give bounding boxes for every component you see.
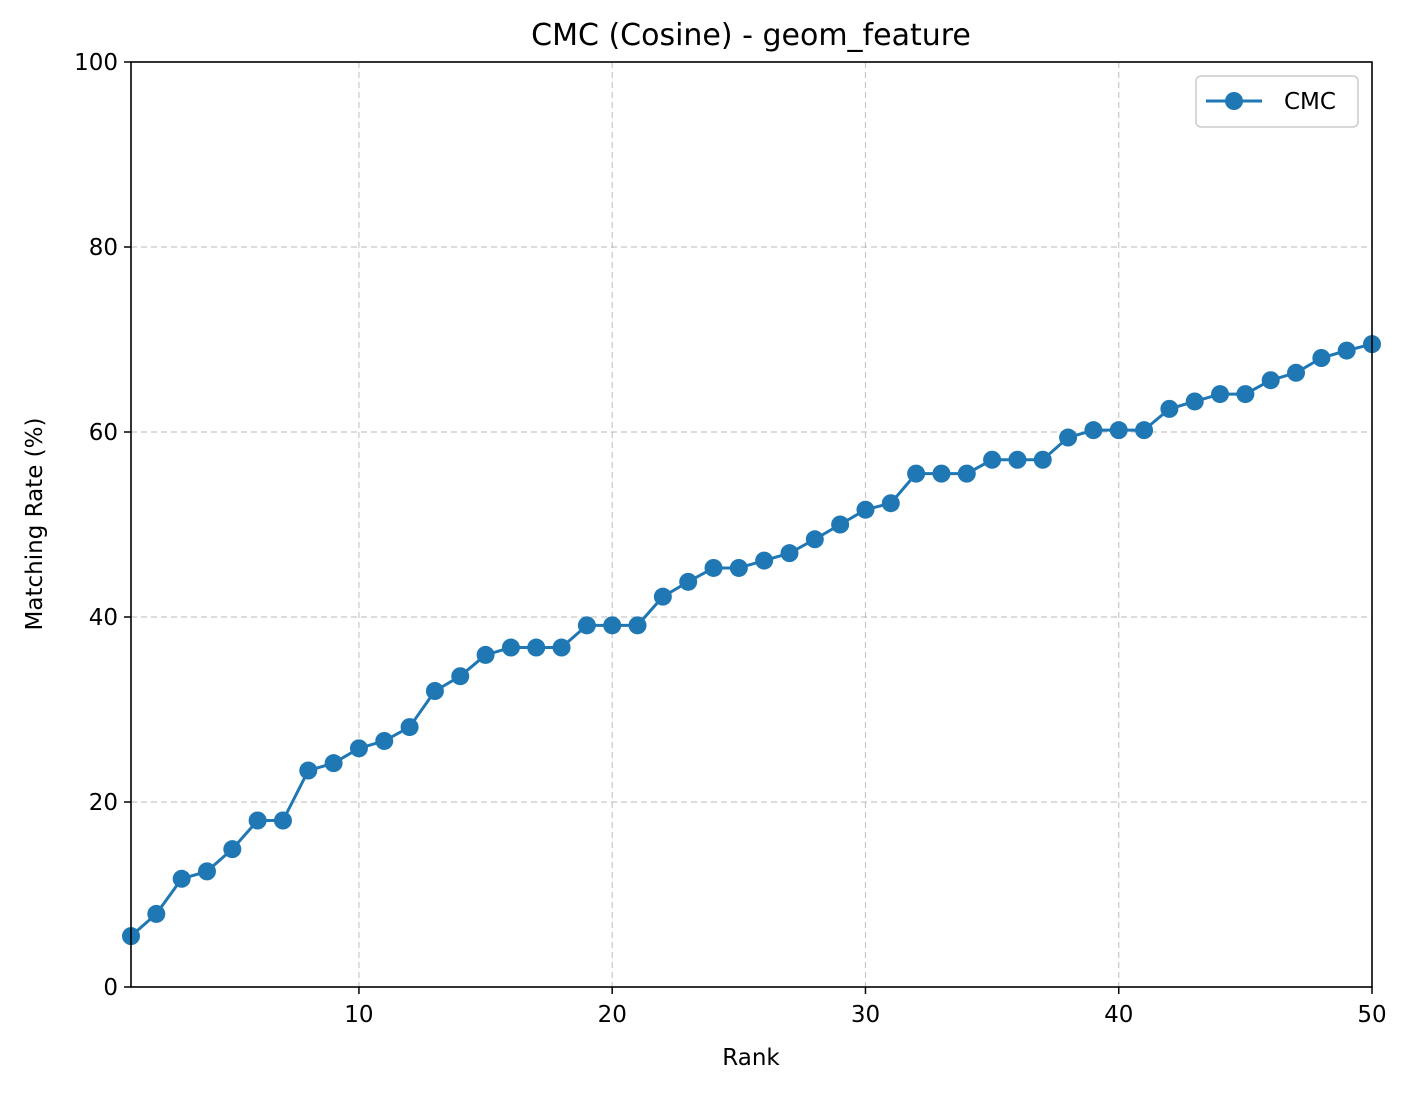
data-point bbox=[932, 464, 951, 483]
data-point bbox=[1059, 428, 1078, 447]
data-point bbox=[1033, 450, 1052, 469]
axis-ticks: 10 20 30 40 50 0 20 40 60 80 100 bbox=[74, 50, 1387, 1028]
data-point bbox=[1312, 349, 1331, 367]
data-point bbox=[273, 811, 292, 830]
data-point bbox=[628, 616, 647, 635]
data-point bbox=[729, 558, 748, 577]
data-point bbox=[1185, 392, 1204, 411]
data-point bbox=[476, 645, 495, 664]
data-point bbox=[324, 754, 343, 773]
x-tick-label: 40 bbox=[1104, 1002, 1133, 1028]
data-point bbox=[248, 811, 267, 830]
legend-marker-swatch bbox=[1225, 92, 1243, 110]
y-tick-label: 20 bbox=[89, 790, 118, 816]
data-point bbox=[223, 840, 242, 859]
data-point bbox=[1287, 363, 1306, 382]
data-point bbox=[704, 558, 723, 577]
data-point bbox=[805, 530, 824, 549]
y-tick-label: 40 bbox=[89, 605, 118, 631]
x-tick-label: 10 bbox=[344, 1002, 373, 1028]
data-point bbox=[831, 515, 850, 534]
data-point bbox=[679, 572, 698, 591]
x-axis-label: Rank bbox=[722, 1045, 780, 1071]
data-point bbox=[1008, 450, 1027, 469]
data-point bbox=[1211, 385, 1230, 404]
data-point bbox=[983, 450, 1002, 469]
data-point bbox=[881, 494, 900, 513]
data-point bbox=[197, 862, 216, 881]
data-point bbox=[400, 718, 419, 737]
legend: CMC bbox=[1195, 75, 1359, 128]
plot-frame bbox=[130, 61, 1373, 988]
x-tick-label: 20 bbox=[598, 1002, 627, 1028]
data-point bbox=[1236, 385, 1255, 404]
data-point bbox=[375, 731, 394, 750]
data-point bbox=[527, 638, 546, 657]
data-point bbox=[1109, 421, 1128, 440]
x-tick-label: 30 bbox=[851, 1002, 880, 1028]
y-axis-label: Matching Rate (%) bbox=[22, 418, 48, 631]
y-tick-label: 60 bbox=[89, 420, 118, 446]
legend-entry-cmc: CMC bbox=[1284, 89, 1336, 115]
data-point bbox=[755, 551, 774, 570]
grid-lines bbox=[131, 62, 1372, 987]
data-point bbox=[907, 464, 926, 483]
data-point bbox=[603, 616, 622, 635]
data-point bbox=[552, 638, 571, 657]
data-point bbox=[1135, 421, 1154, 440]
chart-title: CMC (Cosine) - geom_feature bbox=[531, 18, 971, 53]
data-point bbox=[957, 464, 976, 483]
data-point bbox=[1337, 341, 1356, 360]
data-point bbox=[425, 682, 444, 700]
series-layer bbox=[122, 335, 1381, 946]
data-point bbox=[856, 500, 875, 519]
data-point bbox=[1084, 421, 1103, 440]
x-tick-label: 50 bbox=[1357, 1002, 1386, 1028]
data-point bbox=[653, 587, 672, 606]
data-point bbox=[501, 638, 520, 657]
y-tick-label: 0 bbox=[103, 975, 118, 1001]
y-tick-label: 100 bbox=[74, 50, 118, 76]
data-point bbox=[780, 544, 799, 563]
data-point bbox=[451, 667, 470, 686]
data-point bbox=[172, 869, 191, 888]
data-point bbox=[299, 761, 318, 780]
data-point bbox=[1261, 371, 1280, 390]
data-point bbox=[1160, 399, 1179, 418]
data-point bbox=[577, 616, 596, 635]
data-point bbox=[349, 739, 368, 758]
data-point bbox=[147, 904, 166, 923]
legend-box bbox=[1195, 75, 1359, 128]
y-tick-label: 80 bbox=[89, 235, 118, 261]
